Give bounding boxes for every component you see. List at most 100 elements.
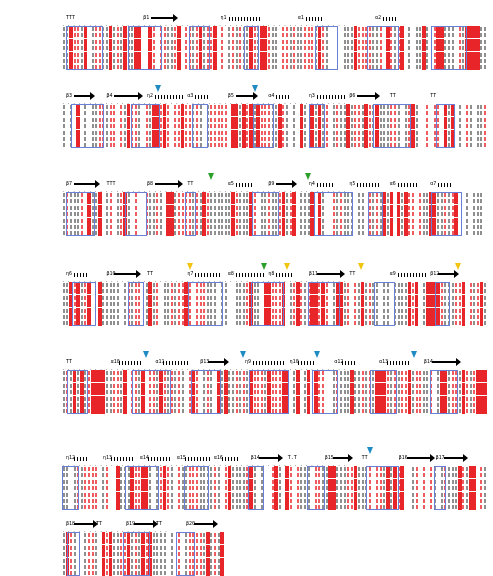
similar-residue [408, 193, 410, 197]
conserved-residue [278, 110, 282, 116]
similar-residue [466, 137, 468, 141]
residue [95, 199, 97, 203]
residue [243, 296, 245, 300]
residue [63, 143, 65, 147]
residue [221, 219, 223, 223]
similar-residue [423, 486, 425, 490]
similar-residue [236, 231, 238, 235]
residue [164, 571, 166, 575]
similar-residue [117, 27, 119, 31]
residue [160, 212, 162, 216]
residue [365, 302, 367, 306]
similar-residue [336, 143, 338, 147]
conserved-residue [278, 123, 282, 129]
conserved-residue [346, 123, 350, 129]
similar-residue [423, 493, 425, 497]
residue [480, 131, 482, 135]
residue [236, 321, 238, 325]
similar-residue [358, 53, 360, 57]
residue [210, 212, 212, 216]
similar-residue [419, 371, 421, 375]
similar-residue [156, 219, 158, 223]
conserved-residue [400, 498, 404, 504]
similar-residue [167, 124, 169, 128]
residue [340, 377, 342, 381]
residue [290, 315, 292, 319]
residue [167, 309, 169, 313]
similar-residue [412, 212, 414, 216]
similar-residue [178, 403, 180, 407]
residue [239, 397, 241, 401]
similar-residue [290, 480, 292, 484]
residue [203, 565, 205, 569]
similar-residue [95, 480, 97, 484]
similar-residue [182, 231, 184, 235]
similar-residue [110, 111, 112, 115]
similar-residue [293, 33, 295, 37]
similar-residue [164, 65, 166, 69]
similar-residue [174, 137, 176, 141]
conserved-residue [116, 466, 120, 472]
residue [236, 296, 238, 300]
residue [221, 384, 223, 388]
residue [239, 467, 241, 471]
similar-residue [408, 219, 410, 223]
similarity-box [128, 26, 162, 71]
residue [308, 212, 310, 216]
residue [416, 118, 418, 122]
helix-coil [342, 361, 357, 365]
similar-residue [426, 111, 428, 115]
residue [117, 539, 119, 543]
similar-residue [419, 384, 421, 388]
residue [452, 302, 454, 306]
residue [95, 571, 97, 575]
conserved-residue [364, 110, 368, 116]
similar-residue [232, 40, 234, 44]
residue [459, 137, 461, 141]
residue [412, 384, 414, 388]
conserved-residue [264, 26, 268, 32]
residue [362, 137, 364, 141]
similar-residue [401, 397, 403, 401]
conserved-residue [170, 224, 174, 230]
conserved-residue [354, 39, 358, 45]
residue [171, 533, 173, 537]
conserved-residue [354, 52, 358, 58]
residue [214, 199, 216, 203]
residue [290, 283, 292, 287]
residue [275, 46, 277, 50]
conserved-residue [116, 504, 120, 510]
similar-residue [308, 53, 310, 57]
helix-coil [387, 361, 410, 365]
residue [358, 473, 360, 477]
residue [279, 499, 281, 503]
residue [117, 315, 119, 319]
residue [275, 53, 277, 57]
residue [84, 539, 86, 543]
similar-residue [423, 473, 425, 477]
similar-residue [239, 33, 241, 37]
residue [66, 321, 68, 325]
conserved-residue [411, 136, 415, 142]
residue [149, 193, 151, 197]
residue [279, 480, 281, 484]
similar-residue [167, 143, 169, 147]
residue [477, 143, 479, 147]
similar-residue [88, 384, 90, 388]
similar-residue [84, 505, 86, 509]
conserved-residue [408, 389, 412, 395]
residue [480, 206, 482, 210]
residue [171, 480, 173, 484]
similar-residue [412, 225, 414, 229]
residue [416, 40, 418, 44]
residue [459, 377, 461, 381]
similar-residue [347, 480, 349, 484]
similar-residue [304, 46, 306, 50]
conserved-residue [123, 376, 127, 382]
similar-residue [178, 199, 180, 203]
conserved-residue [462, 288, 466, 294]
residue [416, 46, 418, 50]
residue [344, 315, 346, 319]
similar-residue [210, 137, 212, 141]
similar-residue [117, 53, 119, 57]
